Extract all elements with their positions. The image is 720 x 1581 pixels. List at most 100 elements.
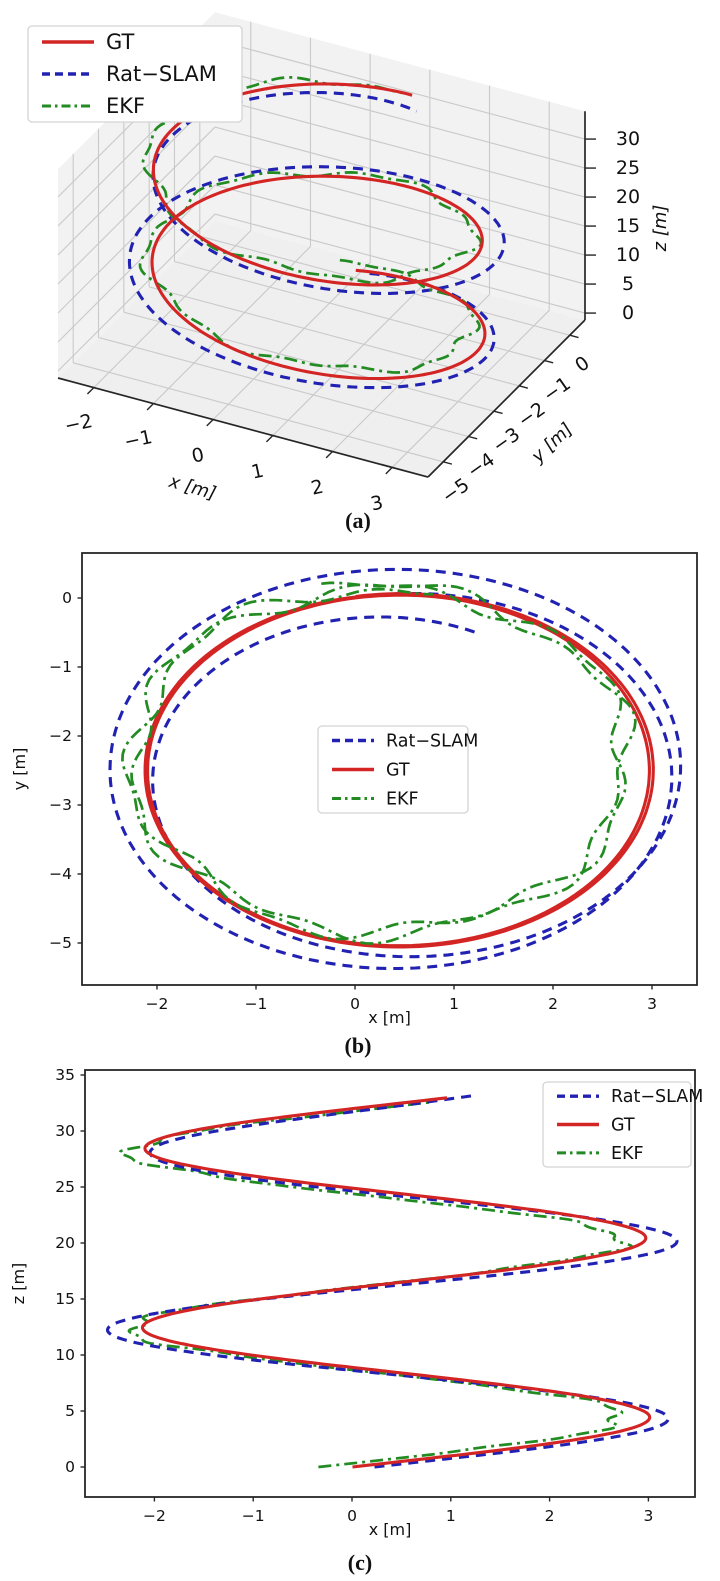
x-tick-label: −2 xyxy=(63,410,95,437)
y-tick-label: 35 xyxy=(55,1066,75,1084)
x-tick-label: 1 xyxy=(249,460,265,484)
x-tick-label: 2 xyxy=(548,995,558,1013)
y-tick-label: 0 xyxy=(65,1458,75,1476)
y-tick-label: −2 xyxy=(514,398,550,432)
x-tick-label: −1 xyxy=(242,1507,265,1525)
legend-entry-ratslam: Rat−SLAM xyxy=(557,1087,703,1107)
x-tick-label: 3 xyxy=(643,1507,653,1525)
grid-line xyxy=(332,294,490,452)
y-tick-label: −5 xyxy=(438,474,474,508)
y-tick-label: 20 xyxy=(55,1234,75,1252)
x-tick-label: 2 xyxy=(545,1507,555,1525)
y-tick-label: −1 xyxy=(539,373,575,407)
y-tick xyxy=(518,385,529,389)
grid-line xyxy=(123,311,494,412)
grid-line xyxy=(391,310,550,468)
x-tick-label: −2 xyxy=(146,995,169,1013)
panel-c: −2 −1 0 1 2 3 0 5 10 15 20 25 30 35 x [m] z [m] Rat−SLAM… xyxy=(0,1062,720,1581)
grid-line xyxy=(57,184,216,343)
legend-box: GT Rat−SLAM EKF xyxy=(27,25,243,123)
legend-label-ratslam: Rat−SLAM xyxy=(106,62,217,86)
y-tick-label: −3 xyxy=(489,423,525,457)
grid-line xyxy=(57,126,216,285)
series-group xyxy=(108,567,683,971)
x-tick-label: 0 xyxy=(350,995,360,1013)
grid-line xyxy=(73,362,444,463)
y-axis-label: z [m] xyxy=(9,1263,28,1305)
x-tick-label: 3 xyxy=(647,995,657,1013)
caption-a: (a) xyxy=(345,508,371,533)
x-axis-label: x [m] xyxy=(368,1008,411,1027)
y-axis-label: y [m] xyxy=(10,748,29,791)
legend-label-ekf: EKF xyxy=(386,789,419,809)
series-ratslam-path xyxy=(105,1093,679,1469)
z-tick-label: 30 xyxy=(616,128,640,150)
grid-line xyxy=(214,184,586,285)
y-tick-label: 0 xyxy=(571,352,594,377)
chart-b-canvas: −2 −1 0 1 2 3 0 −1 −2 −3 −4 −5 x [m] y [m] Rat−SLAM GT E… xyxy=(10,552,698,1027)
legend-label-gt: GT xyxy=(386,760,410,780)
y-tick-label: −1 xyxy=(49,658,72,676)
x-tick-label: 1 xyxy=(446,1507,456,1525)
grid-line xyxy=(212,262,371,420)
grid-line xyxy=(214,213,586,314)
legend-label-ratslam: Rat−SLAM xyxy=(386,731,478,751)
legend-label-gt: GT xyxy=(106,30,135,54)
ticks-group: −2 −1 0 1 2 3 0 −1 −2 −3 −4 −5 x [m] y [m] xyxy=(10,589,657,1027)
legend-box: Rat−SLAM GT EKF xyxy=(542,1081,703,1168)
grid-line xyxy=(57,213,216,372)
y-tick-label: −3 xyxy=(49,796,72,814)
x-tick xyxy=(206,419,214,427)
legend-entry-ratslam: Rat−SLAM xyxy=(42,62,217,86)
grid-line xyxy=(98,336,469,438)
legend-label-ekf: EKF xyxy=(611,1144,644,1164)
legend-entry-gt: GT xyxy=(332,760,410,780)
legend-entry-ekf: EKF xyxy=(557,1144,644,1164)
x-tick-label: 0 xyxy=(347,1507,357,1525)
y-tick-label: 25 xyxy=(55,1178,75,1196)
y-tick-label: −5 xyxy=(49,934,72,952)
legend-entry-ekf: EKF xyxy=(332,789,419,809)
y-tick-label: −2 xyxy=(49,727,72,745)
legend-box: Rat−SLAM GT EKF xyxy=(317,725,478,814)
grid-line xyxy=(214,126,586,227)
legend-frame xyxy=(317,725,469,814)
series-ratslam-path xyxy=(108,567,683,971)
x-tick xyxy=(325,450,334,459)
x-tick-label: −1 xyxy=(245,995,268,1013)
y-tick-label: −4 xyxy=(463,449,499,483)
x-tick xyxy=(265,434,274,443)
y-tick-label: 10 xyxy=(55,1346,75,1364)
legend-label-ekf: EKF xyxy=(106,94,145,118)
z-tick-label: 25 xyxy=(616,157,640,179)
series-ratslam-path xyxy=(127,90,506,390)
z-tick-label: 20 xyxy=(616,186,640,208)
x-tick-label: 1 xyxy=(449,995,459,1013)
z-axis-label: z [m] xyxy=(650,205,671,253)
y-tick-label: 0 xyxy=(62,589,72,607)
series-group xyxy=(105,1093,679,1469)
z-tick-label: 15 xyxy=(616,215,640,237)
series-gt-path xyxy=(143,592,655,949)
legend-label-gt: GT xyxy=(611,1115,635,1135)
plot-frame xyxy=(81,552,698,986)
y-tick-label: 15 xyxy=(55,1290,75,1308)
x-axis-label: x [m] xyxy=(166,471,219,505)
grid-line xyxy=(272,278,431,436)
x-tick-label: 0 xyxy=(190,444,206,468)
plot-frame xyxy=(84,1069,696,1498)
x-tick-label: −1 xyxy=(122,426,154,453)
y-tick xyxy=(493,410,503,415)
y-tick xyxy=(569,334,579,339)
x-tick-label: 2 xyxy=(309,476,325,500)
grid-line xyxy=(214,39,586,140)
panel-a: −2 −1 0 1 2 3 0 −1 −2 −3 −4 −5 0 5 10 15 20 25 30 x [m] y [m… xyxy=(0,0,720,545)
legend-entry-gt: GT xyxy=(42,30,135,54)
y-tick-label: −4 xyxy=(49,865,72,883)
x-axis-edge xyxy=(57,377,429,478)
x-tick xyxy=(385,466,393,475)
x-tick-label: −2 xyxy=(143,1507,166,1525)
